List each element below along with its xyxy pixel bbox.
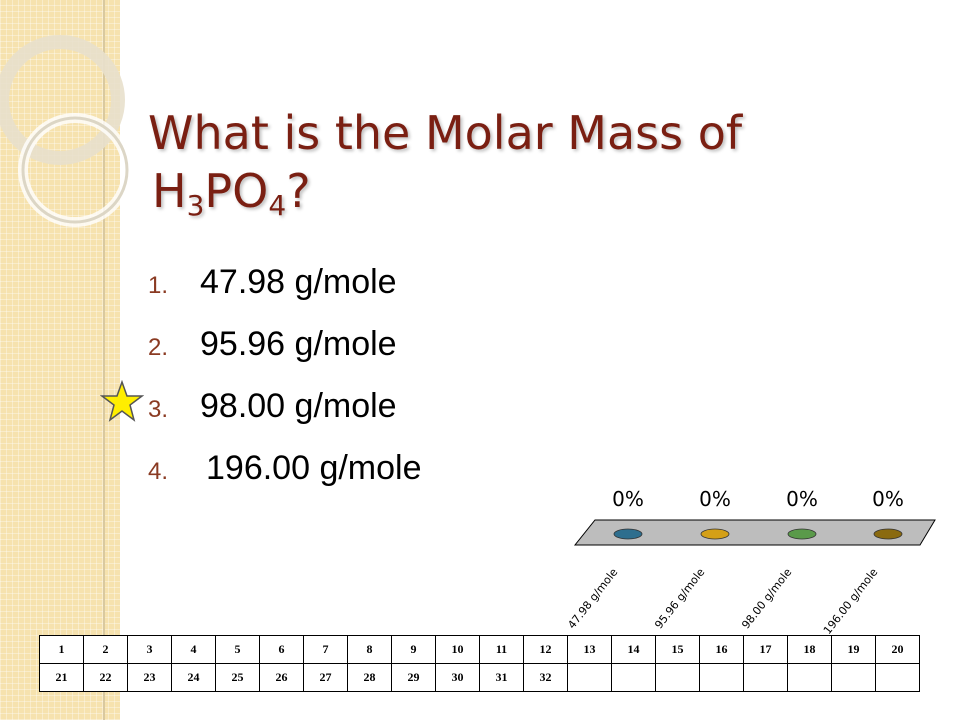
poll-bar-base xyxy=(787,528,817,540)
answer-number: 4. xyxy=(148,458,169,485)
participant-cell: 24 xyxy=(171,663,216,692)
poll-category-label: 98.00 g/mole xyxy=(739,566,794,632)
answer-option-4[interactable]: 4. 196.00 g/mole xyxy=(148,442,422,504)
participant-cell: 19 xyxy=(831,635,876,664)
poll-value-label: 0% xyxy=(699,487,731,511)
poll-bar-base xyxy=(613,528,643,540)
answer-number: 2. xyxy=(148,334,169,361)
participant-cell: 27 xyxy=(303,663,348,692)
title-formula: H3PO4? xyxy=(148,162,768,220)
formula-question-mark: ? xyxy=(286,164,311,218)
participant-cell: 7 xyxy=(303,635,348,664)
answer-option-1[interactable]: 1. 47.98 g/mole xyxy=(148,256,422,318)
chart-base-platform xyxy=(573,519,936,546)
formula-h: H xyxy=(152,164,187,218)
participant-cell xyxy=(787,663,832,692)
participant-cell: 2 xyxy=(83,635,128,664)
answer-option-2[interactable]: 2. 95.96 g/mole xyxy=(148,318,422,380)
answer-text: 47.98 g/mole xyxy=(200,263,397,301)
participant-cell: 10 xyxy=(435,635,480,664)
participant-cell: 17 xyxy=(743,635,788,664)
poll-category-label: 196.00 g/mole xyxy=(821,566,881,637)
poll-chart: 0% 47.98 g/mole 0% 95.96 g/mole 0% 98.00 g/mo… xyxy=(565,487,936,637)
poll-value-label: 0% xyxy=(872,487,904,511)
participant-cell: 8 xyxy=(347,635,392,664)
answer-text: 196.00 g/mole xyxy=(206,449,422,487)
participant-cell xyxy=(743,663,788,692)
participant-cell xyxy=(875,663,920,692)
poll-bar-base xyxy=(873,528,903,540)
decorative-circles xyxy=(0,0,132,720)
participant-cell: 26 xyxy=(259,663,304,692)
participant-cell: 15 xyxy=(655,635,700,664)
answer-number: 1. xyxy=(148,272,169,299)
answer-text: 95.96 g/mole xyxy=(200,325,397,363)
poll-value-label: 0% xyxy=(612,487,644,511)
participant-cell: 12 xyxy=(523,635,568,664)
participant-cell: 20 xyxy=(875,635,920,664)
participant-cell: 23 xyxy=(127,663,172,692)
answer-number: 3. xyxy=(148,396,169,423)
participant-cell: 9 xyxy=(391,635,436,664)
participant-cell: 6 xyxy=(259,635,304,664)
answer-list: 1. 47.98 g/mole 2. 95.96 g/mole 3. 98.00 g/… xyxy=(148,256,422,504)
poll-value-label: 0% xyxy=(786,487,818,511)
poll-category-label: 95.96 g/mole xyxy=(652,566,707,632)
participant-cell: 25 xyxy=(215,663,260,692)
participant-cell xyxy=(611,663,656,692)
participant-cell: 30 xyxy=(435,663,480,692)
poll-bar-base xyxy=(700,528,730,540)
participant-cell: 13 xyxy=(567,635,612,664)
participant-cell: 32 xyxy=(523,663,568,692)
participant-cell: 1 xyxy=(39,635,84,664)
participant-grid: 1 2 3 4 5 6 7 8 9 10 11 12 13 14 15 16 17 18 19 20 21 22 23 24 2… xyxy=(39,635,920,692)
participant-cell: 14 xyxy=(611,635,656,664)
participant-row: 21 22 23 24 25 26 27 28 29 30 31 32 xyxy=(39,663,920,692)
participant-cell xyxy=(699,663,744,692)
participant-cell: 22 xyxy=(83,663,128,692)
formula-po: PO xyxy=(204,164,269,218)
participant-cell: 18 xyxy=(787,635,832,664)
participant-cell: 31 xyxy=(479,663,524,692)
answer-text: 98.00 g/mole xyxy=(200,387,397,425)
participant-cell: 4 xyxy=(171,635,216,664)
participant-cell xyxy=(655,663,700,692)
participant-cell: 3 xyxy=(127,635,172,664)
participant-cell: 29 xyxy=(391,663,436,692)
poll-category-label: 47.98 g/mole xyxy=(565,566,620,632)
participant-cell: 5 xyxy=(215,635,260,664)
formula-h-subscript: 3 xyxy=(186,189,205,222)
participant-cell: 16 xyxy=(699,635,744,664)
participant-cell: 11 xyxy=(479,635,524,664)
slide-title: What is the Molar Mass of H3PO4? xyxy=(148,104,768,220)
participant-cell: 28 xyxy=(347,663,392,692)
participant-cell xyxy=(831,663,876,692)
star-icon xyxy=(100,380,144,422)
participant-row: 1 2 3 4 5 6 7 8 9 10 11 12 13 14 15 16 17 18 19 20 xyxy=(39,635,920,664)
formula-po-subscript: 4 xyxy=(268,189,287,222)
participant-cell xyxy=(567,663,612,692)
title-line-1: What is the Molar Mass of xyxy=(148,106,743,160)
answer-option-3[interactable]: 3. 98.00 g/mole xyxy=(148,380,422,442)
participant-cell: 21 xyxy=(39,663,84,692)
